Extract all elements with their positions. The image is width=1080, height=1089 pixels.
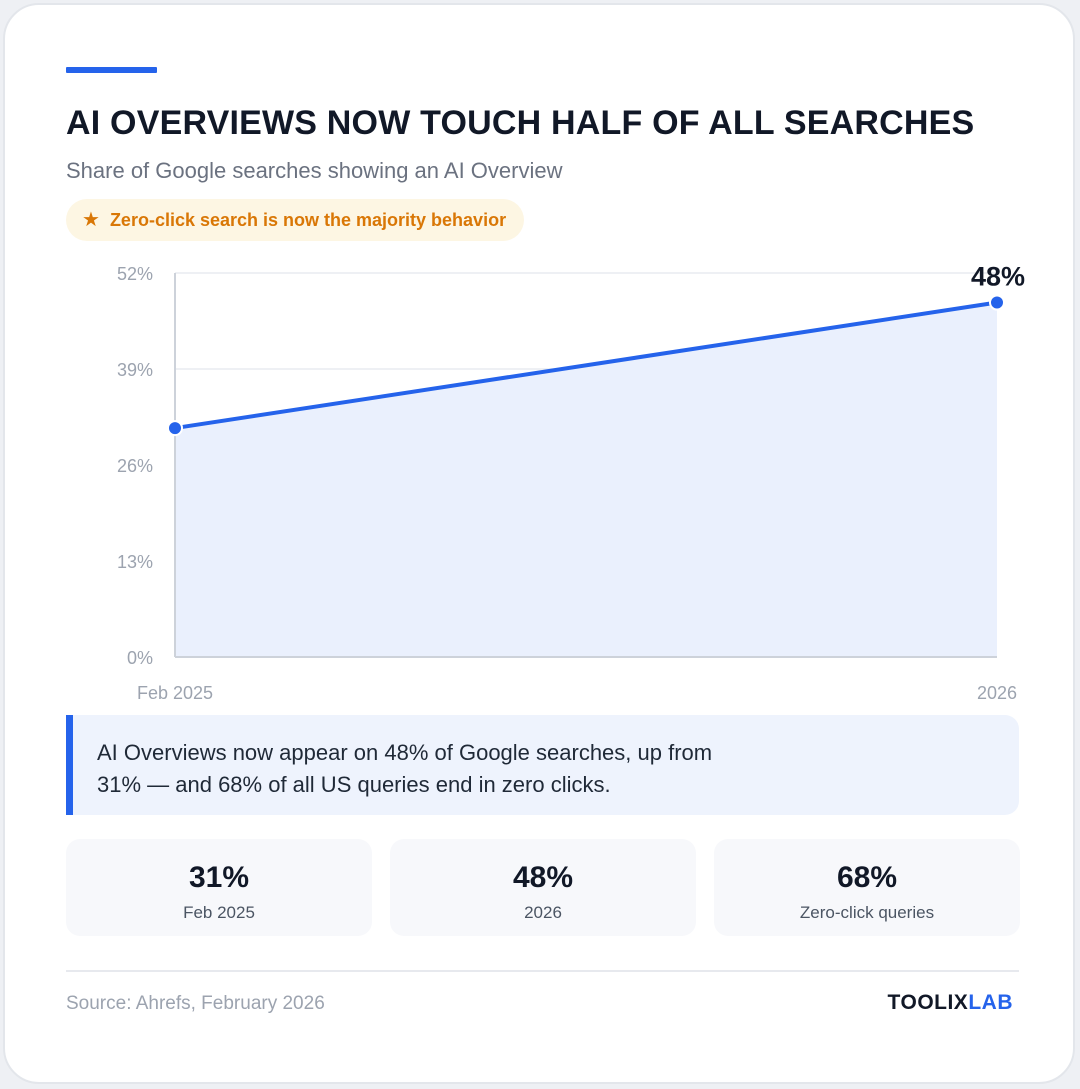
insight-callout: AI Overviews now appear on 48% of Google…: [66, 715, 1019, 815]
area-chart: 0% 13% 26% 39% 52% 48% Feb 2025 2026: [117, 262, 1025, 703]
stat-card: 31% Feb 2025: [66, 839, 372, 936]
stat-value: 31%: [188, 861, 250, 894]
highlight-text: Zero-click search is now the majority be…: [109, 209, 507, 230]
brand-part-1: TOOLIX: [887, 991, 969, 1014]
data-point: [989, 294, 1005, 311]
insight-text: AI Overviews now appear on 48% of Google…: [97, 740, 713, 797]
y-tick-label: 0%: [127, 648, 153, 668]
stat-label: 2026: [524, 903, 562, 922]
accent-bar: [66, 67, 157, 73]
stat-card: 48% 2026: [390, 839, 696, 936]
star-icon: ★: [82, 209, 100, 231]
y-tick-label: 26%: [117, 456, 153, 476]
page-subtitle: Share of Google searches showing an AI O…: [66, 158, 563, 183]
data-label: 48%: [971, 262, 1025, 292]
brand-logo: TOOLIXLAB: [888, 991, 1013, 1015]
area-fill: [175, 302, 997, 657]
footer-divider: [66, 970, 1019, 972]
highlight-badge: ★ Zero-click search is now the majority …: [66, 199, 525, 241]
y-tick-label: 13%: [117, 552, 153, 572]
stat-label: Feb 2025: [183, 903, 255, 922]
stat-label: Zero-click queries: [799, 903, 935, 922]
data-point: [167, 420, 183, 437]
x-tick-label: 2026: [977, 683, 1017, 703]
y-tick-label: 39%: [117, 360, 153, 380]
source-note: Source: Ahrefs, February 2026: [66, 993, 325, 1014]
page-title: AI OVERVIEWS NOW TOUCH HALF OF ALL SEARC…: [66, 104, 975, 142]
x-tick-label: Feb 2025: [137, 683, 213, 703]
y-tick-label: 52%: [117, 264, 153, 284]
stat-value: 48%: [512, 861, 574, 894]
stat-value: 68%: [836, 861, 898, 894]
stat-card: 68% Zero-click queries: [714, 839, 1020, 936]
series-line: [173, 300, 999, 431]
brand-part-2: LAB: [968, 991, 1013, 1014]
